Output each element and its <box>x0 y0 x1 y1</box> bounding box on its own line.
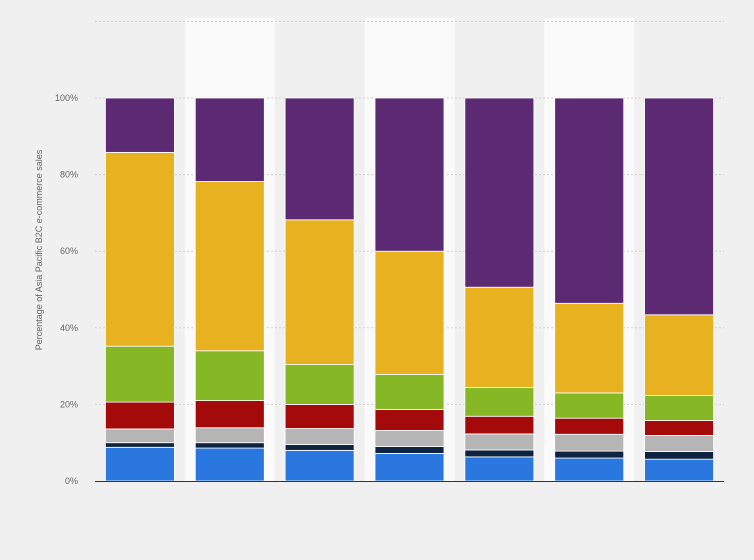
bar-segment <box>105 345 175 403</box>
bar-segment <box>554 417 625 435</box>
bar-segment <box>284 97 355 221</box>
y-axis-ticks: 0% 20% 40% 60% 80% 100% <box>55 93 78 486</box>
bar-segment <box>374 408 445 431</box>
bar-segment <box>374 97 445 252</box>
bar-segment <box>644 314 714 396</box>
bar-segment <box>284 219 355 365</box>
bar-segment <box>284 403 355 429</box>
bar-segment <box>644 97 714 316</box>
bar-segment <box>194 427 265 444</box>
bar-segment <box>554 302 625 394</box>
bar-segment <box>644 395 714 421</box>
y-tick-label: 80% <box>60 170 78 180</box>
bar-segment <box>464 449 535 458</box>
y-tick-label: 20% <box>60 399 78 409</box>
bar-segment <box>374 250 445 375</box>
bar-segment <box>194 97 265 182</box>
bar-segment <box>554 392 625 419</box>
bar-segment <box>105 442 175 448</box>
y-tick-label: 40% <box>60 323 78 333</box>
y-tick-label: 0% <box>65 476 78 486</box>
bar-segment <box>464 97 535 288</box>
y-axis-label: Percentage of Asia Pacific B2C e-commerc… <box>34 149 44 350</box>
bar-segment <box>374 453 445 482</box>
bar-segment <box>644 451 714 460</box>
bar-segment <box>644 458 714 482</box>
bar-segment <box>554 97 625 304</box>
bar-segment <box>194 400 265 429</box>
bar-segment <box>284 428 355 446</box>
bar-segment <box>464 286 535 388</box>
y-tick-label: 60% <box>60 246 78 256</box>
y-tick-label: 100% <box>55 93 78 103</box>
bar-segment <box>194 447 265 482</box>
bar-segment <box>464 456 535 482</box>
bar-segment <box>644 420 714 436</box>
bar-segment <box>105 446 175 482</box>
bar-segment <box>554 457 625 482</box>
bar-segment <box>374 430 445 447</box>
bar-segment <box>644 435 714 452</box>
bar-segment <box>194 350 265 401</box>
bar-segment <box>105 97 175 153</box>
bar-segment <box>194 442 265 449</box>
bar-segment <box>374 446 445 454</box>
bar-segment <box>284 444 355 451</box>
bar-segment <box>194 181 265 352</box>
bar-segment <box>554 450 625 459</box>
bar-segment <box>464 415 535 435</box>
bar-segment <box>464 433 535 451</box>
bar-segment <box>105 151 175 347</box>
bars <box>105 97 714 482</box>
bar-segment <box>105 428 175 444</box>
bar-segment <box>284 449 355 482</box>
bar-segment <box>554 433 625 452</box>
bar-segment <box>374 374 445 410</box>
bar-segment <box>105 401 175 430</box>
bar-segment <box>464 387 535 417</box>
bar-segment <box>284 364 355 405</box>
